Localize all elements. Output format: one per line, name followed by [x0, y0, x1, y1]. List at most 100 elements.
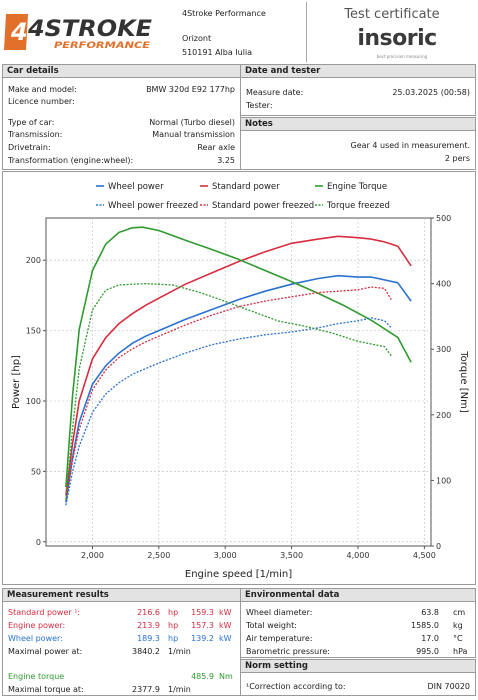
car-label-drivetrain: Drivetrain:	[8, 143, 51, 152]
legend-label-0: Wheel power	[108, 182, 164, 192]
environment-panel: Environmental data Wheel diameter: 63.8 …	[240, 588, 476, 658]
env-label-total-weight: Total weight:	[246, 621, 297, 630]
legend-label-2: Engine Torque	[327, 182, 387, 192]
car-label-transmission: Transmission:	[8, 130, 63, 139]
legend-label-5: Torque freezed	[326, 201, 390, 211]
max-torque-label: Maximal torque at:	[8, 685, 84, 694]
notes-panel: Notes Gear 4 used in measurement. 2 pers	[240, 117, 476, 170]
car-details-title: Car details	[3, 65, 240, 78]
date-tester-panel: Date and tester Measure date: 25.03.2025…	[240, 64, 476, 116]
car-value-drivetrain: Rear axle	[197, 143, 235, 152]
env-value-wheel-diameter: 63.8	[421, 608, 439, 617]
wheel-power-kw: 139.2	[191, 634, 214, 643]
tester-label: Tester:	[246, 101, 273, 110]
env-label-air-temp: Air temperature:	[246, 634, 313, 643]
standard-power-kw: 159.3	[191, 608, 214, 617]
engine-torque-unit: Nm	[219, 672, 233, 681]
notes-title: Notes	[241, 118, 475, 131]
measurement-title: Measurement results	[3, 589, 240, 602]
y2-tick-label: 100	[436, 476, 451, 485]
car-value-transmission: Manual transmission	[152, 130, 235, 139]
max-power-label: Maximal power at:	[8, 647, 83, 656]
norm-label: ¹Correction according to:	[246, 682, 346, 691]
y2-tick-label: 400	[436, 280, 451, 289]
brand-logo: insoric	[352, 26, 442, 51]
company-logo: 4 4STROKE PERFORMANCE	[4, 10, 154, 54]
engine-power-hp: 213.9	[137, 621, 160, 630]
y2-tick-label: 500	[436, 214, 451, 223]
legend-label-1: Standard power	[212, 182, 280, 192]
env-unit-pressure: hPa	[453, 647, 468, 656]
max-torque-unit: 1/min	[168, 685, 191, 694]
max-power-unit: 1/min	[168, 647, 191, 656]
cert-title: Test certificate	[344, 7, 440, 22]
y2-tick-label: 300	[436, 345, 451, 354]
series-line-1	[65, 235, 412, 496]
wheel-power-label: Wheel power:	[8, 634, 63, 643]
y-tick-label: 50	[31, 467, 41, 476]
x-tick-label: 2,000	[81, 551, 104, 560]
x-tick-label: 3,000	[214, 551, 237, 560]
x-tick-label: 4,500	[413, 551, 436, 560]
brand-tagline: best precision measuring	[376, 54, 428, 59]
x-axis-label: Engine speed [1/min]	[185, 569, 292, 580]
engine-power-hp-unit: hp	[168, 621, 179, 630]
measurement-panel: Measurement results Standard power ¹: 21…	[2, 588, 241, 696]
y2-tick-label: 200	[436, 411, 451, 420]
address-line1: Orizont	[182, 34, 212, 43]
measure-date-label: Measure date:	[246, 88, 304, 97]
wheel-power-hp: 189.3	[137, 634, 160, 643]
plot-area	[45, 217, 432, 547]
wheel-power-kw-unit: kW	[219, 634, 232, 643]
car-label-licence: Licence number:	[8, 97, 75, 106]
x-tick-label: 3,500	[280, 551, 303, 560]
series-line-2	[65, 226, 412, 488]
engine-torque-label: Engine torque	[8, 672, 65, 681]
env-unit-total-weight: kg	[453, 621, 463, 630]
logo-main-text: 4STROKE	[27, 17, 152, 42]
legend-label-3: Wheel power freezed	[108, 201, 198, 211]
cert-panel: Test certificate insoric best precision …	[306, 2, 476, 62]
env-value-pressure: 995.0	[416, 647, 439, 656]
logo-sub-text: PERFORMANCE	[54, 41, 151, 51]
y-tick-label: 200	[26, 256, 41, 265]
car-details-panel: Car details Make and model: BMW 320d E92…	[2, 64, 241, 170]
dyno-chart: 2,000 2,500 3,000 3,500 4,000 4,5000501001502…	[11, 182, 469, 580]
header: 4 4STROKE PERFORMANCE 4Stroke Performanc…	[0, 0, 478, 62]
env-label-pressure: Barometric pressure:	[246, 647, 330, 656]
series-line-4	[65, 286, 392, 500]
standard-power-hp-unit: hp	[168, 608, 179, 617]
company-name: 4Stroke Performance	[182, 9, 266, 18]
engine-power-kw: 157.3	[191, 621, 214, 630]
logo-graphic: 4 4STROKE PERFORMANCE	[4, 14, 152, 51]
standard-power-hp: 216.6	[137, 608, 160, 617]
max-torque-value: 2377.9	[132, 685, 160, 694]
notes-line1: Gear 4 used in measurement.	[350, 141, 470, 150]
max-power-value: 3840.2	[132, 647, 160, 656]
env-value-total-weight: 1585.0	[411, 621, 439, 630]
standard-power-label: Standard power ¹:	[8, 608, 81, 617]
wheel-power-hp-unit: hp	[168, 634, 179, 643]
engine-torque-value: 485.9	[191, 672, 214, 681]
engine-power-kw-unit: kW	[219, 621, 232, 630]
car-label-make: Make and model:	[8, 85, 77, 94]
y2-tick-label: 0	[436, 542, 441, 551]
car-value-type: Normal (Turbo diesel)	[149, 118, 235, 127]
env-unit-wheel-diameter: cm	[453, 608, 466, 617]
environment-title: Environmental data	[241, 589, 475, 602]
legend-label-4: Standard power freezed	[212, 201, 314, 211]
norm-value: DIN 70020	[427, 682, 471, 691]
series-line-0	[65, 274, 412, 503]
car-value-transformation: 3.25	[217, 156, 235, 165]
series-line-5	[65, 282, 392, 501]
x-tick-label: 2,500	[147, 551, 170, 560]
car-value-make: BMW 320d E92 177hp	[146, 85, 235, 94]
car-label-transformation: Transformation (engine:wheel):	[8, 156, 134, 165]
car-label-type: Type of car:	[8, 118, 55, 127]
y-tick-label: 0	[36, 538, 41, 547]
address-line2: 510191 Alba Iulia	[182, 48, 253, 57]
norm-title: Norm setting	[241, 660, 475, 673]
y-tick-label: 150	[26, 327, 41, 336]
notes-line2: 2 pers	[444, 154, 470, 163]
env-value-air-temp: 17.0	[421, 634, 439, 643]
